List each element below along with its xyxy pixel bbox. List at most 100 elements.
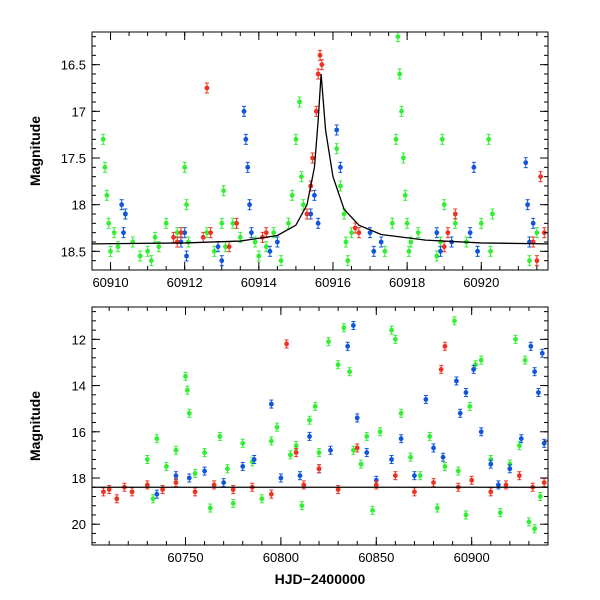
zoom-panel-frame [91, 31, 549, 271]
data-point-green [137, 250, 143, 262]
data-point-blue [219, 255, 225, 267]
data-point-blue [121, 227, 126, 239]
data-point-green [358, 459, 364, 469]
data-point-green [219, 217, 225, 229]
data-point-green [259, 494, 265, 504]
data-point-green [389, 325, 394, 335]
data-point-green [347, 367, 352, 377]
data-point-green [106, 217, 112, 229]
data-point-green [526, 517, 532, 527]
data-point-green [100, 133, 106, 145]
data-point-green [486, 133, 492, 145]
data-point-red [204, 82, 210, 94]
data-point-green [204, 227, 210, 239]
data-point-blue [221, 478, 227, 488]
data-point-red [178, 227, 184, 239]
data-point-blue [475, 245, 480, 257]
data-point-blue [243, 133, 249, 145]
data-point-red [234, 217, 239, 229]
data-point-green [150, 494, 156, 504]
data-point-red [173, 478, 179, 488]
data-point-green [144, 455, 150, 465]
full-panel-y-axis-title: Magnitude [27, 391, 43, 461]
data-point-blue [182, 227, 188, 239]
data-point-blue [440, 452, 446, 462]
data-point-green [452, 217, 458, 229]
data-point-green [370, 505, 375, 515]
data-point-green [513, 334, 518, 344]
y-tick-label: 16 [72, 425, 86, 440]
data-point-green [406, 245, 412, 257]
data-point-green [345, 255, 351, 267]
x-tick-label: 60912 [167, 275, 203, 290]
data-point-green [527, 255, 532, 267]
data-point-blue [438, 245, 443, 257]
data-point-blue [412, 471, 417, 481]
data-point-red [392, 471, 398, 481]
x-tick-label: 60918 [389, 275, 425, 290]
data-point-red [317, 49, 323, 61]
data-point-green [488, 245, 493, 257]
data-point-green [408, 236, 414, 248]
data-point-red [412, 487, 417, 497]
data-point-blue [202, 466, 207, 476]
data-point-green [389, 217, 395, 229]
data-point-blue [173, 471, 179, 481]
data-point-green [207, 503, 213, 513]
data-point-green [337, 180, 343, 192]
data-point-green [326, 337, 331, 347]
data-point-green [148, 255, 154, 267]
data-point-green [341, 323, 347, 333]
data-point-blue [308, 208, 314, 220]
data-point-blue [371, 245, 377, 257]
data-point-blue [454, 376, 459, 386]
data-point-blue [507, 464, 513, 474]
data-point-green [478, 355, 484, 365]
data-point-green [382, 245, 388, 257]
full-panel-frame [91, 306, 549, 546]
data-point-red [442, 341, 448, 351]
data-point-red [316, 464, 322, 474]
data-point-green [399, 105, 404, 117]
data-point-red [315, 68, 321, 80]
data-point-green [441, 199, 447, 211]
data-point-blue [431, 443, 436, 453]
data-point-green [230, 498, 236, 508]
data-point-blue [463, 387, 469, 397]
data-point-blue [525, 199, 531, 211]
data-point-red [310, 152, 315, 164]
data-point-blue [328, 445, 333, 455]
data-point-blue [154, 489, 160, 499]
data-point-red [354, 443, 360, 453]
data-point-green [202, 448, 207, 458]
zoom-panel-y-axis-title: Magnitude [27, 116, 43, 186]
data-point-blue [471, 364, 476, 374]
data-point-blue [478, 427, 484, 437]
data-point-blue [241, 105, 247, 117]
data-point-green [401, 152, 406, 164]
data-point-green [534, 227, 540, 239]
zoom-panel: 60910 60912 60914 60916 60918 60920 16.5 17 17.5… [27, 31, 549, 290]
data-point-green [417, 471, 423, 481]
data-point-blue [251, 455, 257, 465]
data-point-blue [539, 348, 545, 358]
data-point-blue [389, 455, 394, 465]
data-point-green [163, 217, 169, 229]
data-point-red [114, 494, 120, 504]
data-point-green [478, 217, 484, 229]
y-tick-label: 18 [72, 198, 86, 213]
data-point-blue [315, 217, 321, 229]
data-point-green [392, 334, 398, 344]
x-tick-label: 60916 [315, 275, 351, 290]
data-point-blue [184, 250, 189, 262]
data-point-green [404, 217, 410, 229]
data-point-red [268, 489, 274, 499]
data-point-red [356, 227, 362, 239]
data-point-green [111, 227, 117, 239]
data-point-green [312, 401, 318, 411]
y-tick-label: 17 [72, 104, 86, 119]
data-point-green [240, 438, 246, 448]
data-point-green [102, 161, 108, 173]
data-point-green [164, 461, 169, 471]
data-point-red [445, 227, 451, 239]
